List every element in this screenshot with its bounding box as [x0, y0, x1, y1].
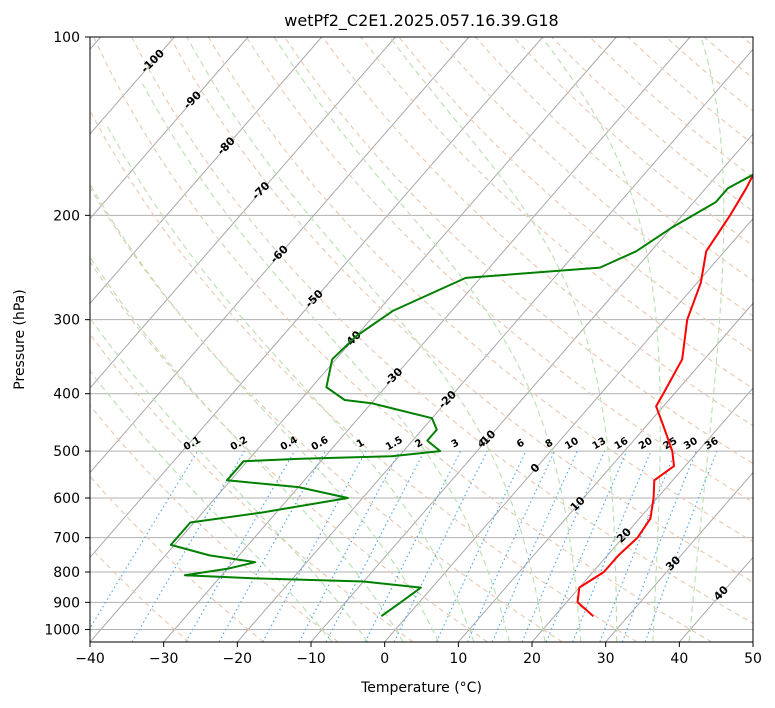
- x-tick-label: 50: [744, 651, 762, 667]
- isotherm-gridline: [457, 302, 753, 642]
- mixing-ratio-label: 8: [544, 437, 556, 450]
- y-tick-label: 500: [53, 444, 80, 460]
- y-tick-label: 700: [53, 531, 80, 547]
- moist-adiabat-line: [186, 37, 546, 642]
- isotherm-gridline: [163, 37, 691, 642]
- dry-adiabat-line: [169, 37, 753, 583]
- mixing-ratio-line: [262, 450, 367, 642]
- mixing-ratio-line: [435, 450, 527, 642]
- dry-adiabat-line: [90, 475, 264, 642]
- plot-frame: [89, 36, 754, 643]
- mixing-ratio-line: [298, 450, 401, 642]
- x-tick-label: −20: [223, 651, 253, 667]
- isotherm-gridline: [90, 37, 544, 559]
- isotherm-gridline: [90, 37, 249, 220]
- isotherm-gridline: [90, 37, 323, 305]
- x-tick-label: 30: [597, 651, 615, 667]
- temperature-profile-line: [576, 172, 753, 617]
- isotherm-gridline: [752, 641, 753, 642]
- y-axis-label: Pressure (hPa): [12, 289, 28, 389]
- y-tick-label: 900: [53, 595, 80, 611]
- y-tick-label: 100: [53, 30, 80, 46]
- dry-adiabat-line: [90, 333, 414, 642]
- y-tick-label: 400: [53, 387, 80, 403]
- mixing-ratio-label: 2: [413, 437, 425, 450]
- mixing-ratio-label: 3: [450, 437, 462, 450]
- x-tick-label: −40: [75, 651, 105, 667]
- mixing-ratio-label: 6: [515, 437, 527, 450]
- chart-title: wetPf2_C2E1.2025.057.16.39.G18: [284, 11, 558, 31]
- y-tick-label: 600: [53, 491, 80, 507]
- dry-adiabat-line: [90, 404, 339, 642]
- y-tick-label: 800: [53, 565, 80, 581]
- y-tick-label: 300: [53, 313, 80, 329]
- isotherm-gridline: [531, 387, 753, 642]
- mixing-ratio-label: 1: [355, 437, 367, 450]
- plot-area: [90, 37, 753, 642]
- mixing-ratio-line: [131, 450, 245, 642]
- dry-adiabat-line: [284, 37, 753, 465]
- dry-adiabat-line: [90, 186, 563, 642]
- dry-adiabat-line: [398, 37, 753, 353]
- moist-adiabat-line: [105, 123, 475, 642]
- x-tick-label: −30: [149, 651, 179, 667]
- dewpoint-profile-line: [169, 173, 753, 618]
- isotherm-gridline: [605, 471, 753, 642]
- x-tick-label: −10: [296, 651, 326, 667]
- x-tick-label: 10: [449, 651, 467, 667]
- y-tick-label: 200: [53, 208, 80, 224]
- moist-adiabat-line: [90, 317, 369, 642]
- x-tick-label: 40: [670, 651, 688, 667]
- dry-adiabat-line: [93, 37, 712, 642]
- moist-adiabat-line: [142, 83, 510, 642]
- dry-adiabat-line: [90, 109, 638, 642]
- x-tick-label: 20: [523, 651, 541, 667]
- moist-adiabat-line: [389, 37, 618, 642]
- mixing-ratio-line: [90, 450, 199, 630]
- isotherm-gridline: [90, 37, 470, 474]
- isotherm-gridline: [384, 217, 753, 642]
- moist-adiabat-line: [273, 37, 582, 642]
- mixing-ratio-line: [621, 450, 697, 642]
- mixing-ratio-line: [599, 450, 677, 642]
- moist-adiabat-line: [90, 183, 439, 642]
- mixing-ratio-line: [466, 450, 556, 642]
- y-tick-label: 1000: [44, 622, 80, 638]
- x-axis-label: Temperature (°C): [360, 680, 482, 696]
- moist-adiabat-line: [688, 37, 725, 642]
- mixing-ratio-line: [393, 450, 488, 642]
- mixing-ratio-label: 4: [476, 437, 488, 450]
- moist-adiabat-line: [90, 256, 404, 642]
- x-tick-label: 0: [380, 651, 389, 667]
- isotherm-gridline: [236, 48, 753, 642]
- dry-adiabat-line: [131, 37, 753, 624]
- isotherm-gridline: [90, 37, 396, 389]
- moist-adiabat-line: [90, 370, 333, 642]
